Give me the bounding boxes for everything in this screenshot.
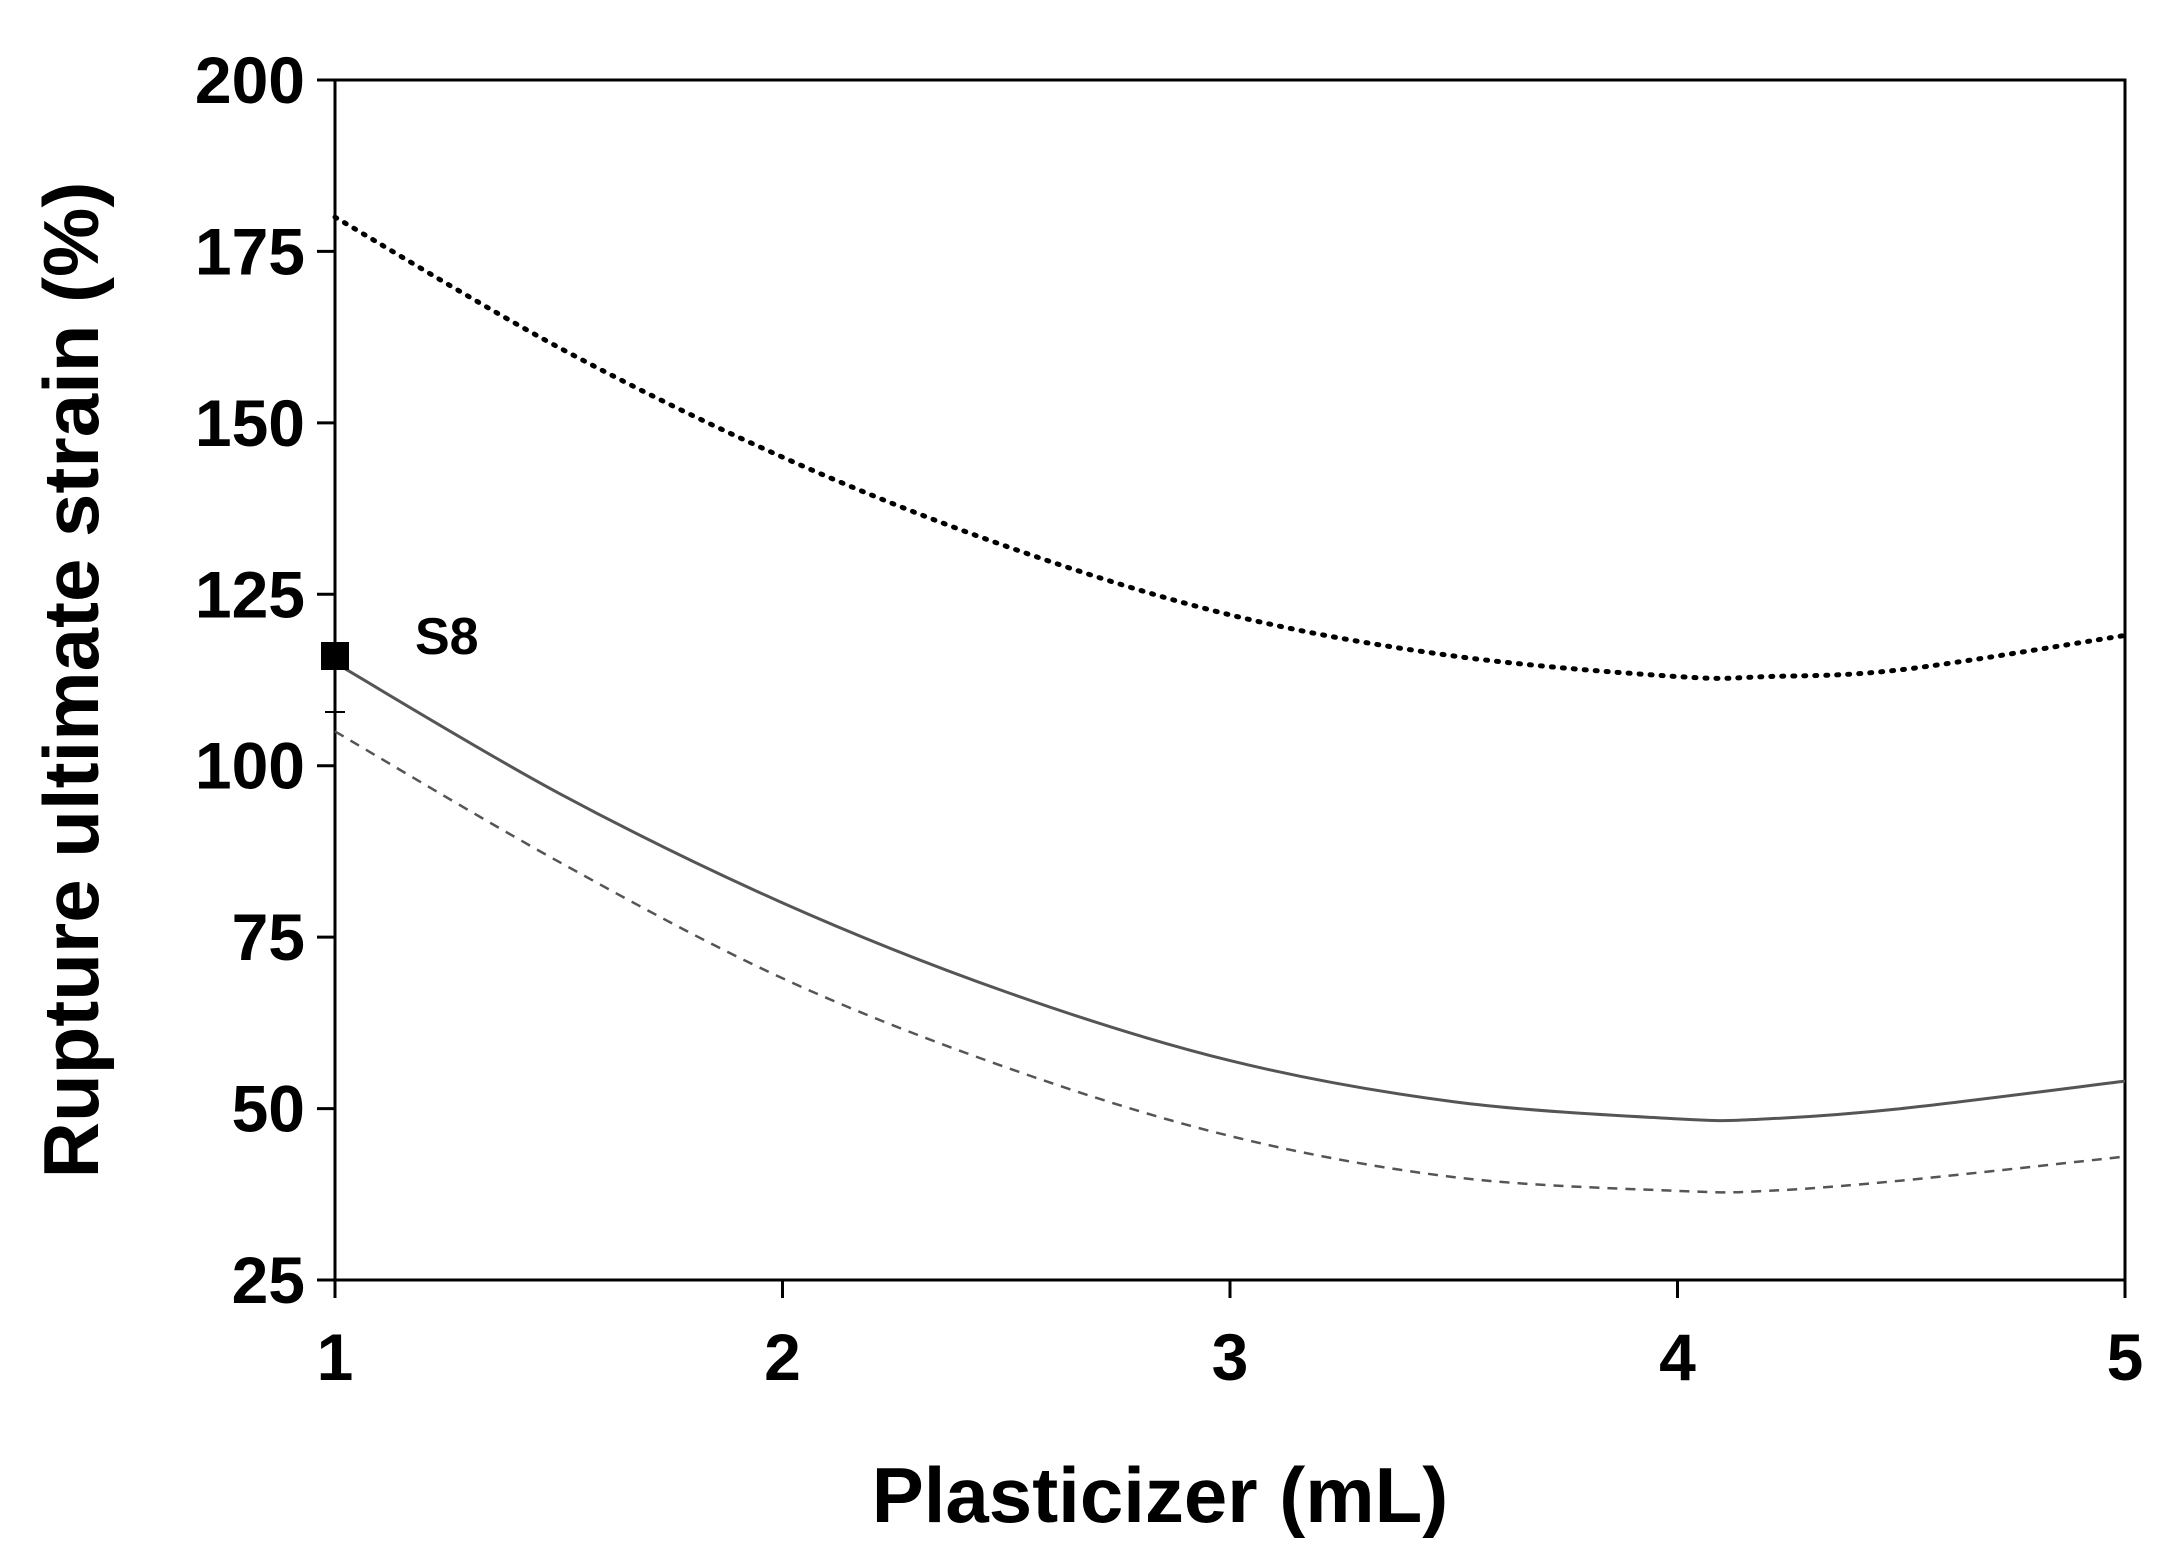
x-axis-ticks: 1 2 3 4 5 <box>317 1280 2144 1394</box>
y-tick-label: 25 <box>232 1243 305 1317</box>
y-tick-label: 200 <box>195 43 305 117</box>
data-point-marker <box>321 642 349 670</box>
y-axis-title: Rupture ultimate strain (%) <box>27 182 115 1179</box>
points-layer: S8 <box>321 608 479 713</box>
y-tick-label: 150 <box>195 386 305 460</box>
series-layer <box>332 214 2128 1194</box>
x-tick-label: 5 <box>2107 1320 2144 1394</box>
y-tick-label: 125 <box>195 557 305 631</box>
y-axis-ticks: 25 50 75 100 125 150 175 200 <box>195 43 335 1317</box>
y-tick-label: 50 <box>232 1072 305 1146</box>
point-label: S8 <box>415 608 479 666</box>
series-line-solid <box>334 661 2126 1123</box>
x-tick-label: 3 <box>1212 1320 1249 1394</box>
x-tick-label: 1 <box>317 1320 354 1394</box>
x-axis-title: Plasticizer (mL) <box>872 1451 1449 1539</box>
y-tick-label: 100 <box>195 729 305 803</box>
series-line-dashed <box>334 730 2126 1194</box>
plot-frame <box>333 78 2127 1282</box>
y-tick-label: 75 <box>232 900 305 974</box>
x-tick-label: 4 <box>1659 1320 1696 1394</box>
series-line-dotted <box>332 214 2128 681</box>
x-tick-label: 2 <box>764 1320 801 1394</box>
y-tick-label: 175 <box>195 214 305 288</box>
